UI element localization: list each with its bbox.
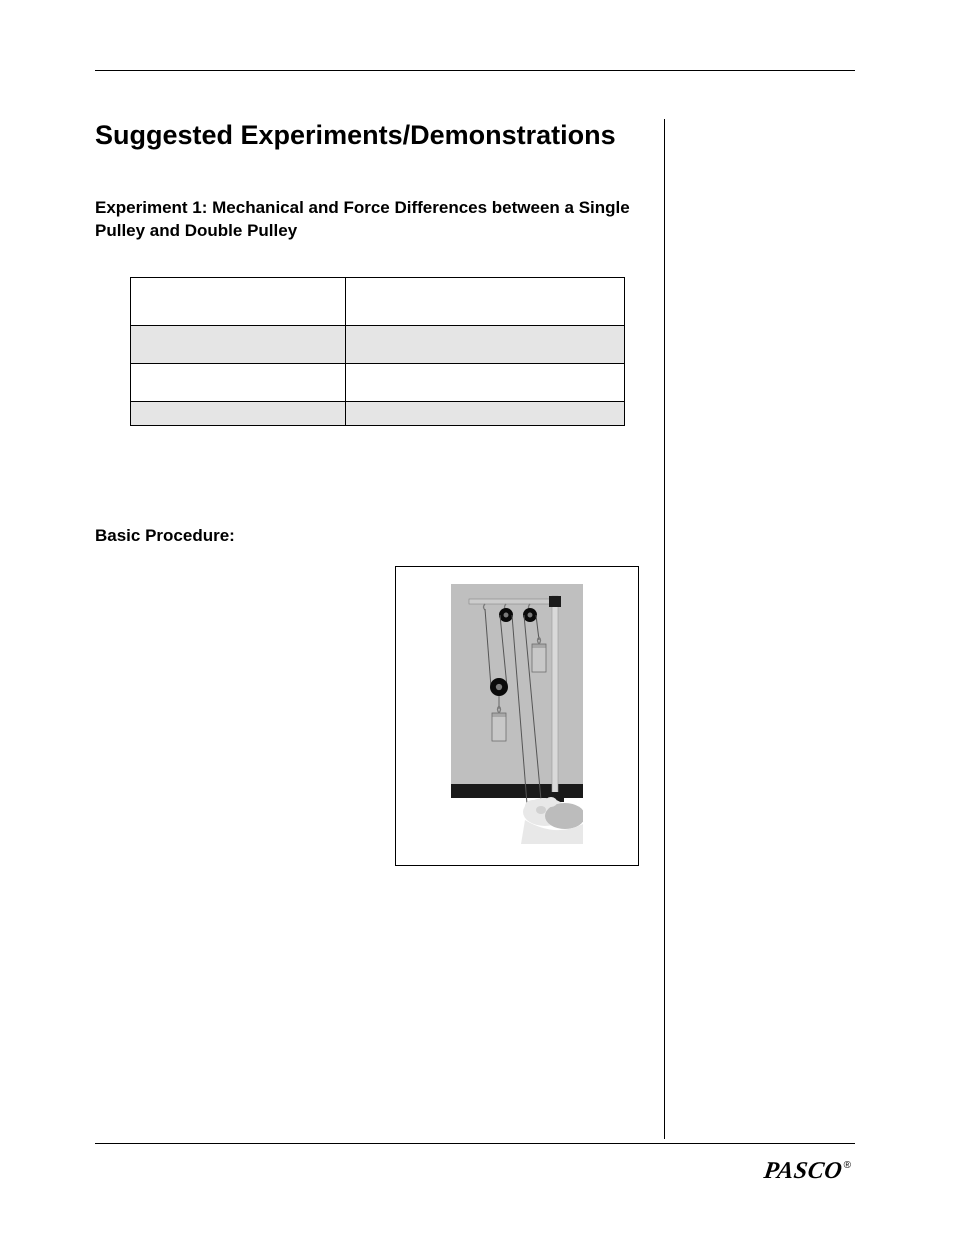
page-body: Suggested Experiments/Demonstrations Exp…: [95, 70, 855, 1139]
table-row: [131, 326, 625, 364]
pulley-photo: [451, 584, 583, 849]
table-cell: [345, 326, 624, 364]
table-cell: [131, 402, 346, 426]
equipment-table: [130, 277, 625, 426]
table-cell: [131, 326, 346, 364]
basic-procedure-heading: Basic Procedure:: [95, 526, 644, 546]
top-rule: [95, 70, 855, 71]
bottom-rule: [95, 1143, 855, 1144]
brand-logo: PASCO: [762, 1158, 844, 1185]
figure-frame: [395, 566, 639, 866]
table-cell: [345, 402, 624, 426]
table-row: [131, 278, 625, 326]
table-row: [131, 402, 625, 426]
table-row: [131, 364, 625, 402]
main-column: Suggested Experiments/Demonstrations Exp…: [95, 119, 665, 1139]
brand-row: PASCO ®: [95, 1158, 855, 1185]
table-cell: [345, 278, 624, 326]
page-footer: PASCO ®: [95, 1143, 855, 1185]
registered-mark: ®: [844, 1160, 851, 1171]
table-cell: [131, 278, 346, 326]
page-title: Suggested Experiments/Demonstrations: [95, 119, 644, 151]
experiment-1-title: Experiment 1: Mechanical and Force Diffe…: [95, 197, 644, 243]
table-cell: [345, 364, 624, 402]
table-cell: [131, 364, 346, 402]
equipment-table-wrap: [95, 277, 644, 426]
